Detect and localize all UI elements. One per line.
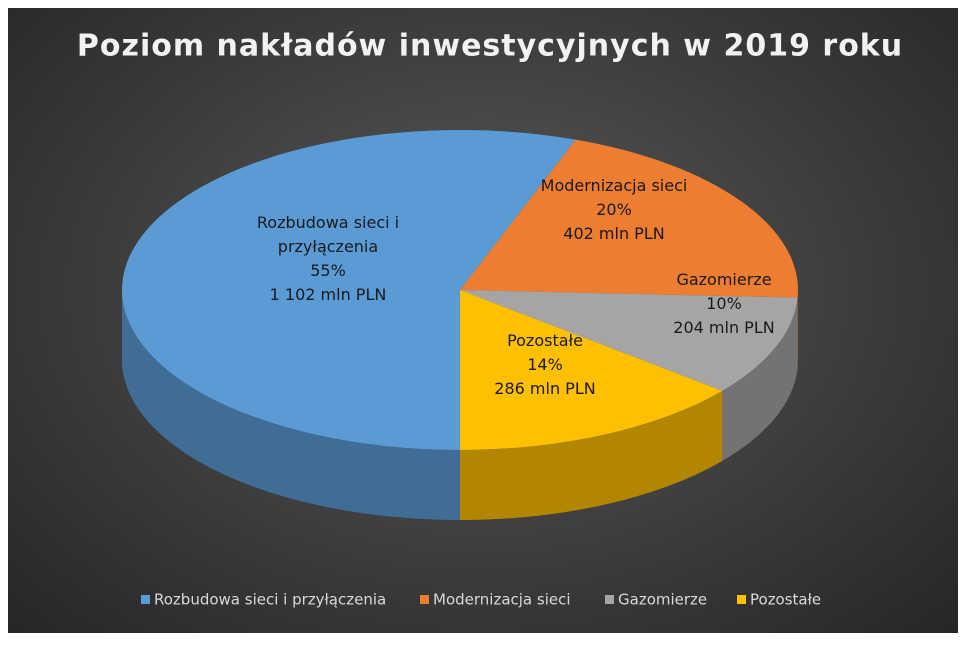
chart-title: Poziom nakładów inwestycyjnych w 2019 ro… — [77, 29, 903, 64]
legend-swatch — [141, 595, 150, 604]
slice-label-name: Pozostałe — [507, 331, 583, 350]
slice-label-percent: 10% — [706, 294, 742, 313]
chart-svg: Poziom nakładów inwestycyjnych w 2019 ro… — [77, 29, 903, 609]
slice-label: Pozostałe 14% 286 mln PLN — [465, 329, 625, 401]
slice-label-amount: 204 mln PLN — [673, 318, 775, 337]
slice-side — [722, 297, 798, 461]
slice-label: Gazomierze 10% 204 mln PLN — [644, 268, 804, 340]
slice-label-name: Rozbudowa sieci i przyłączenia — [256, 213, 400, 256]
slice-label-amount: 286 mln PLN — [494, 379, 596, 398]
slice-label: Rozbudowa sieci i przyłączenia 55% 1 102 m… — [248, 211, 408, 307]
legend-swatch — [605, 595, 614, 604]
slice-label-percent: 55% — [310, 261, 346, 280]
slice-side — [122, 290, 460, 520]
slice-label-percent: 14% — [527, 355, 563, 374]
chart: Poziom nakładów inwestycyjnych w 2019 ro… — [8, 8, 958, 633]
legend-label: Pozostałe — [750, 591, 821, 609]
slice-label: Modernizacja sieci 20% 402 mln PLN — [514, 174, 714, 246]
legend-label: Modernizacja sieci — [433, 591, 571, 609]
slice-label-name: Modernizacja sieci — [540, 176, 688, 195]
slice-side — [460, 390, 723, 520]
legend-swatch — [420, 595, 429, 604]
slice — [121, 130, 576, 451]
legend-label: Gazomierze — [618, 591, 707, 609]
slice — [460, 290, 798, 391]
slice — [460, 290, 723, 450]
slice-label-amount: 1 102 mln PLN — [269, 285, 387, 304]
slice-label-name: Gazomierze — [676, 270, 772, 289]
legend-label: Rozbudowa sieci i przyłączenia — [154, 591, 386, 609]
legend-swatch — [737, 595, 746, 604]
slice-label-amount: 402 mln PLN — [563, 224, 665, 243]
slice-label-percent: 20% — [596, 200, 632, 219]
slice — [460, 139, 799, 298]
